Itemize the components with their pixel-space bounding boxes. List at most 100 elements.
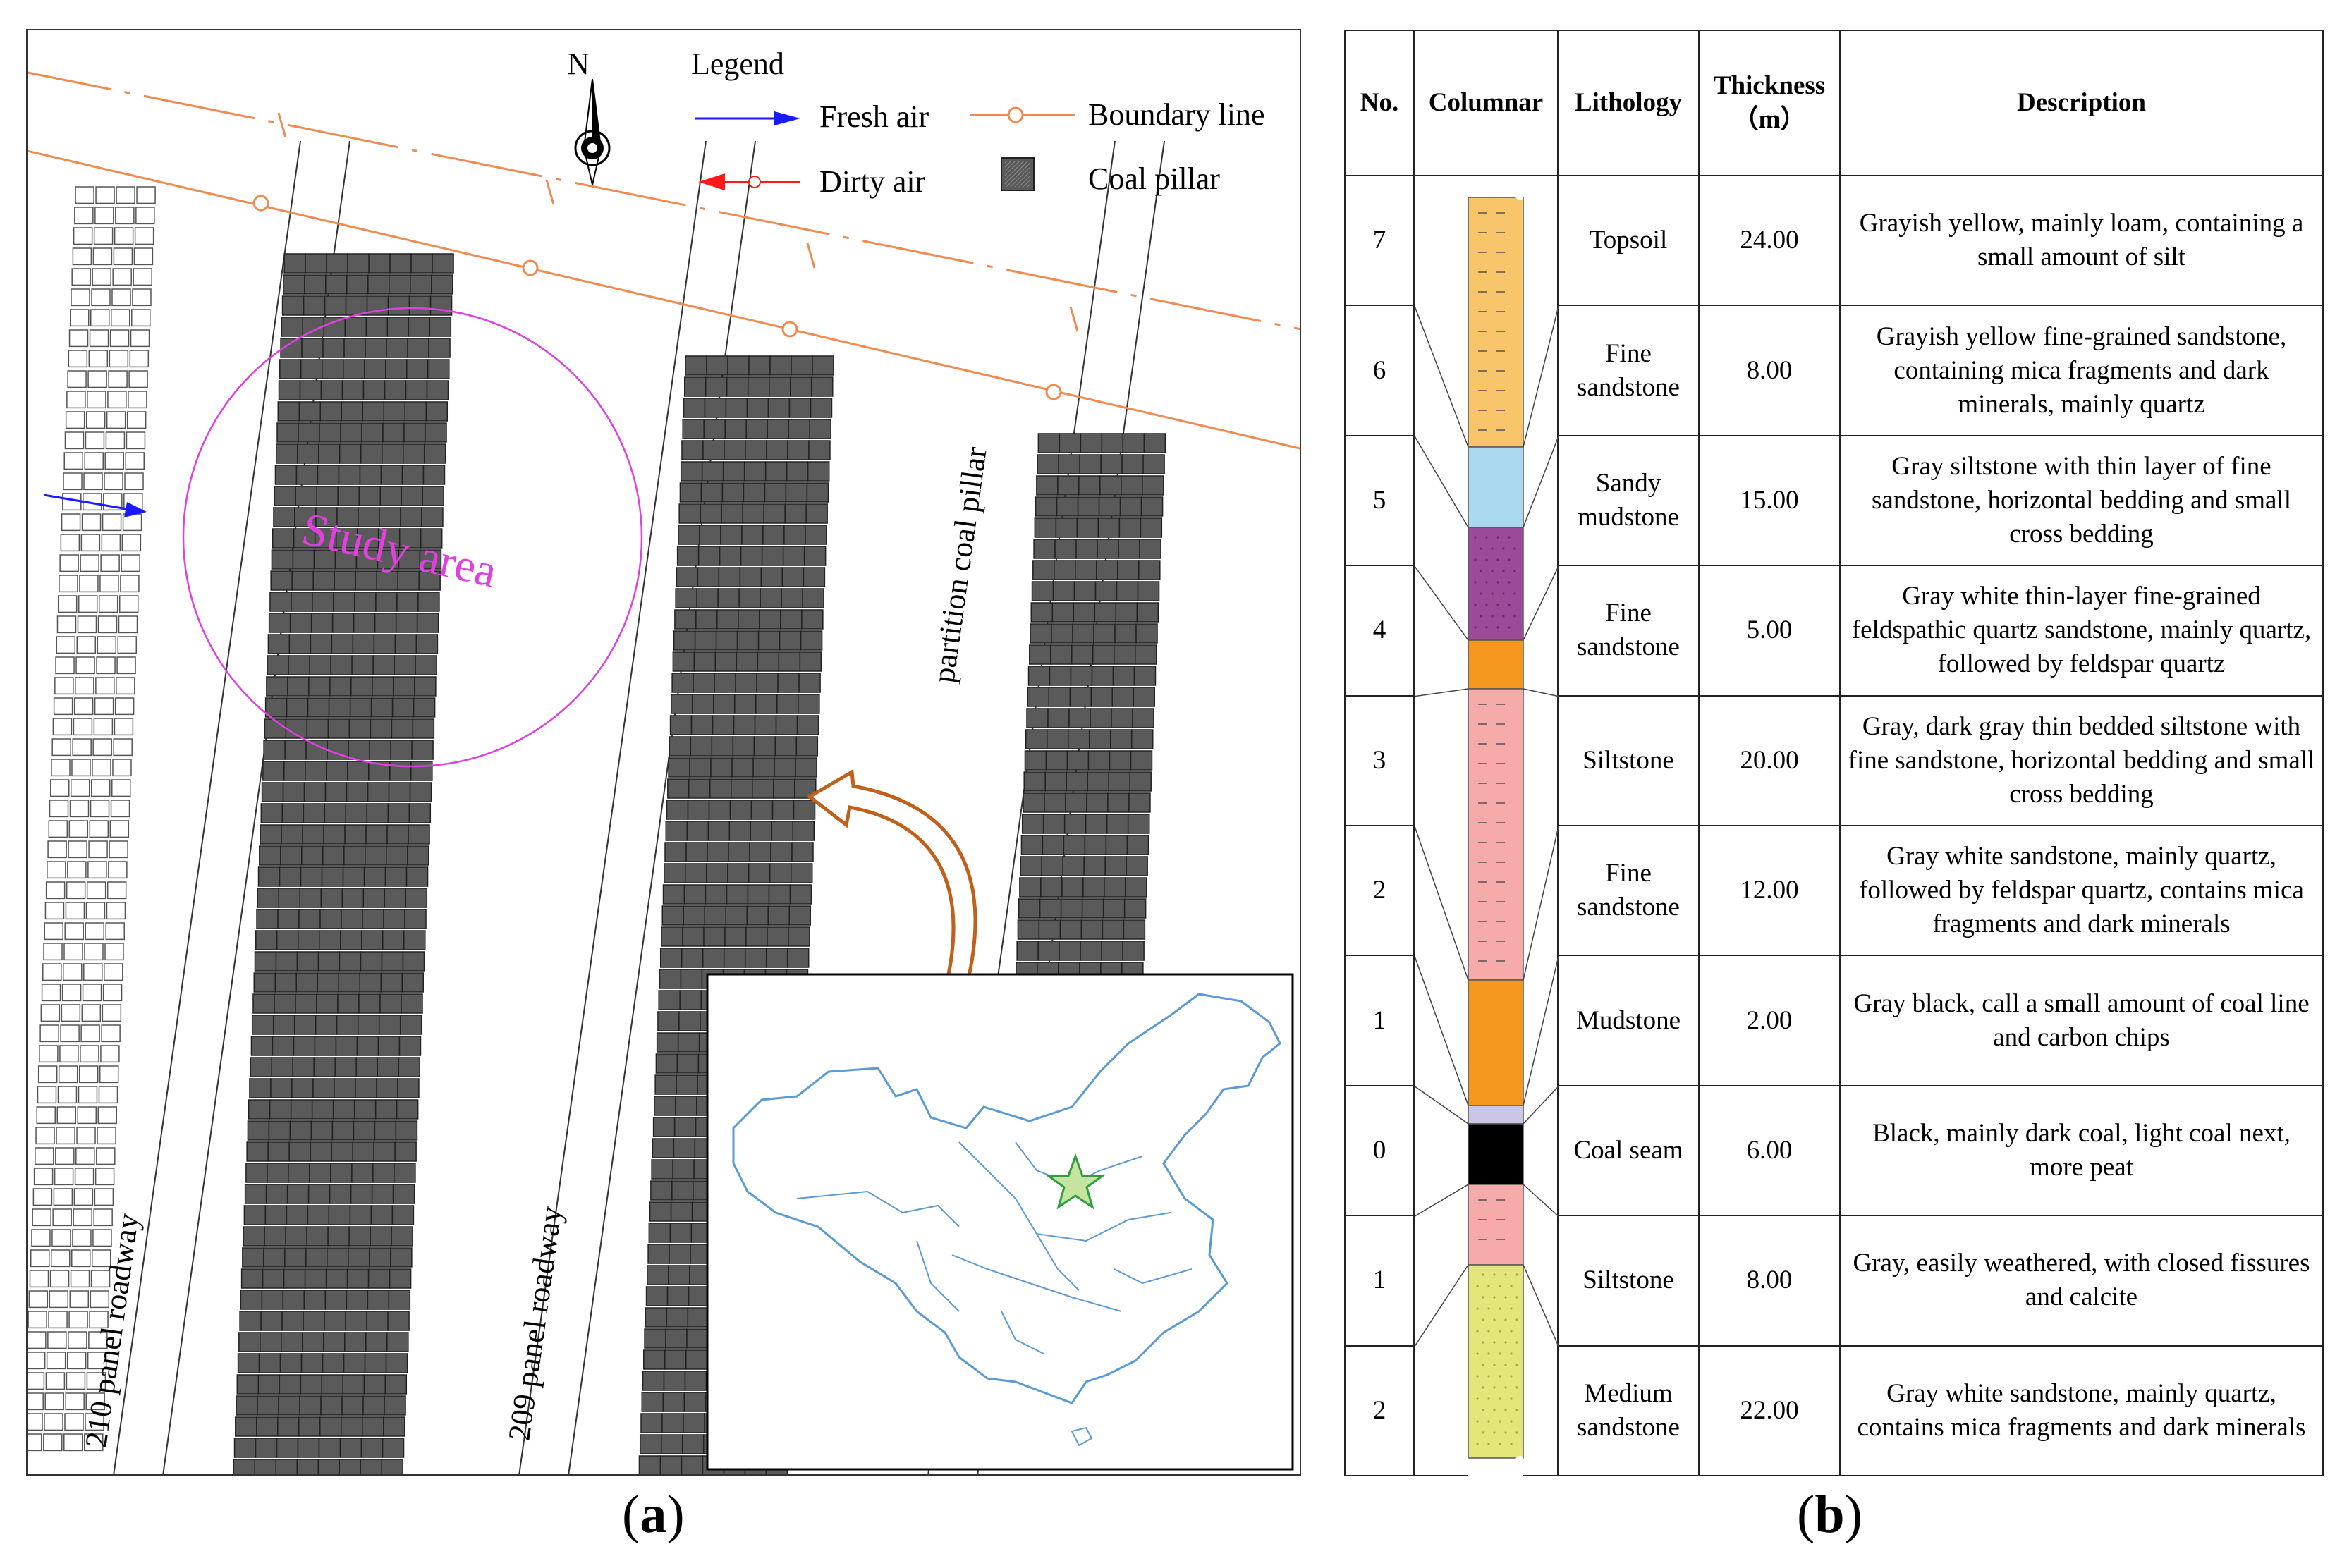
- coal-pillar: [37, 1086, 57, 1104]
- coal-pillar: [56, 1106, 77, 1125]
- coal-pillar: [1094, 581, 1118, 601]
- coal-pillar: [75, 1147, 95, 1165]
- coal-pillar: [769, 863, 792, 883]
- coal-pillar: [319, 909, 342, 929]
- coal-pillar: [1041, 856, 1063, 876]
- coal-pillar: [346, 782, 369, 802]
- coal-pillar: [661, 926, 683, 947]
- coal-pillar: [71, 1249, 91, 1268]
- coal-pillar: [85, 922, 104, 941]
- row-lithology: Mudstone: [1557, 955, 1700, 1086]
- coal-pillar: [76, 1127, 96, 1145]
- coal-pillar: [1119, 496, 1142, 517]
- coal-pillar: [364, 1353, 387, 1373]
- caption-a: (a): [622, 1485, 685, 1544]
- coal-pillar: [60, 534, 80, 552]
- coal-pillar: [94, 697, 114, 716]
- coal-pillar: [709, 778, 732, 799]
- coal-pillar: [324, 295, 347, 316]
- coal-pillar: [364, 359, 386, 379]
- coal-pillar: [300, 866, 323, 887]
- coal-pillar: [283, 761, 306, 781]
- coal-pillar: [1123, 919, 1146, 940]
- coal-pillar: [113, 247, 133, 266]
- coal-pillar: [681, 948, 704, 968]
- coal-pillar: [810, 398, 833, 418]
- coal-pillar: [65, 1392, 85, 1411]
- coal-pillar: [344, 824, 367, 845]
- coal-pillar: [274, 972, 297, 993]
- coal-pillar: [806, 482, 829, 503]
- coal-pillar: [381, 443, 404, 464]
- coal-pillar: [1137, 581, 1160, 601]
- coal-pillar: [245, 1163, 268, 1183]
- coal-pillar: [65, 411, 85, 429]
- coal-pillar: [700, 503, 722, 524]
- coal-pillar: [1114, 644, 1136, 665]
- stratigraphic-column: [1415, 176, 1559, 1476]
- coal-pillar: [58, 1065, 78, 1084]
- coal-pillar: [317, 465, 340, 485]
- row-lithology: Fine sandstone: [1557, 824, 1700, 957]
- coal-pillar: [303, 295, 326, 316]
- coal-pillar: [94, 1168, 115, 1186]
- coal-pillar: [312, 1078, 335, 1098]
- coal-pillar: [97, 615, 118, 634]
- coal-pillar: [101, 534, 121, 552]
- row-thickness: 5.00: [1698, 565, 1841, 697]
- coal-pillar: [341, 1416, 363, 1437]
- coal-pillar: [51, 738, 71, 757]
- coal-pillar: [379, 486, 402, 506]
- coal-pillar: [726, 376, 749, 397]
- coal-pillar: [340, 930, 362, 950]
- coal-pillar: [250, 1057, 272, 1077]
- coal-pillar: [674, 609, 697, 630]
- coal-pillar: [1030, 602, 1054, 623]
- row-lithology: Sandy mudstone: [1557, 434, 1700, 567]
- coal-pillar: [808, 440, 831, 460]
- coal-pillar: [725, 905, 748, 926]
- coal-pillar: [27, 1372, 45, 1390]
- coal-pillar: [305, 761, 327, 781]
- coal-pillar: [796, 715, 819, 735]
- coal-pillar: [788, 926, 810, 947]
- coal-pillar: [773, 778, 795, 799]
- table-row: 7 Topsoil 24.00 Grayish yellow, mainly loam…: [1344, 174, 2324, 1476]
- coal-pillar: [769, 355, 792, 376]
- coal-pillar: [391, 697, 415, 718]
- coal-pillar: [309, 655, 331, 675]
- coal-pillar: [1060, 898, 1083, 919]
- coal-pillar: [1109, 750, 1132, 771]
- coal-pillar: [1086, 792, 1109, 813]
- coal-pillar: [302, 824, 324, 845]
- coal-pillar: [400, 507, 422, 527]
- coal-pillar: [747, 376, 770, 397]
- coal-pillar: [44, 902, 65, 920]
- coal-pillar: [131, 309, 151, 327]
- coal-pillar: [685, 1349, 708, 1370]
- coal-pillar: [1140, 517, 1163, 538]
- coal-pillar: [376, 1078, 398, 1098]
- coal-pillar: [798, 694, 820, 714]
- coal-pillar: [339, 1438, 362, 1458]
- coal-pillar: [377, 528, 401, 549]
- coal-pillar: [658, 990, 681, 1010]
- coal-pillar: [394, 1141, 417, 1162]
- coal-pillar: [63, 943, 83, 961]
- coal-pillar: [678, 1011, 701, 1031]
- coal-pillar: [261, 1290, 284, 1310]
- coal-pillar: [408, 295, 432, 316]
- coal-pillar: [270, 1078, 293, 1098]
- coal-pillar: [358, 993, 381, 1014]
- coal-pillar: [1066, 771, 1088, 792]
- coal-pillar: [68, 820, 89, 838]
- coal-pillar: [352, 1141, 374, 1162]
- coal-pillar: [795, 736, 819, 757]
- coal-pillar: [798, 673, 821, 693]
- coal-pillar: [298, 401, 322, 422]
- coal-pillar: [310, 634, 333, 654]
- coal-pillar: [1115, 602, 1138, 623]
- coal-pillar: [28, 1290, 49, 1309]
- coal-pillar: [291, 570, 314, 591]
- coal-pillar: [428, 338, 451, 358]
